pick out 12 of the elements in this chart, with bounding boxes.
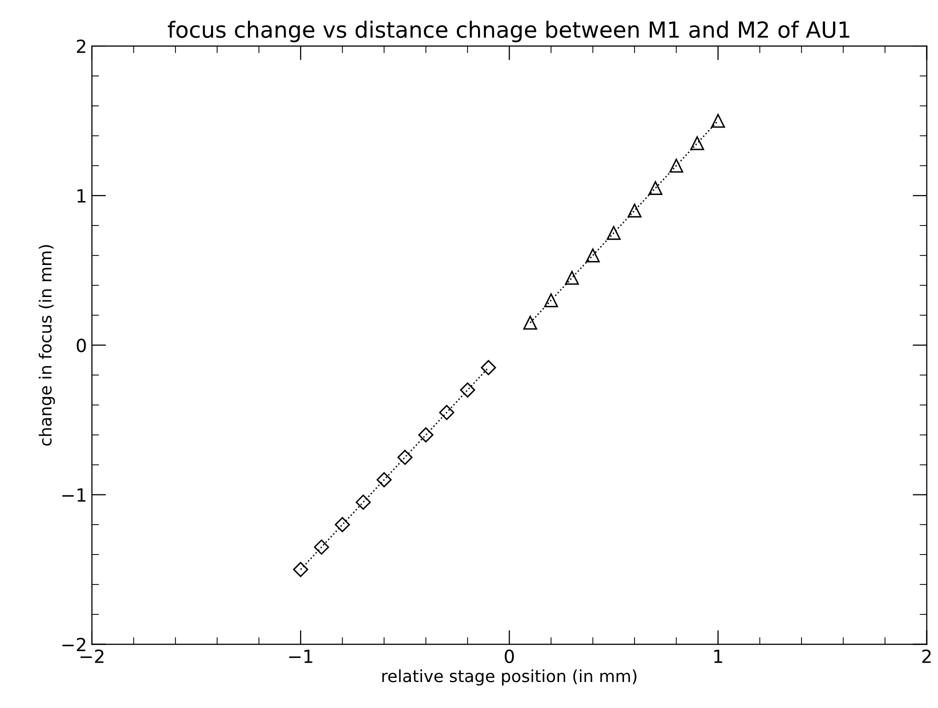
x-tick-label: 0: [504, 649, 514, 664]
y-tick-label: −2: [62, 638, 86, 652]
y-tick-label: 1: [78, 189, 86, 202]
y-axis-title: change in focus (in mm): [38, 245, 55, 446]
y-tick-label: −1: [62, 488, 86, 502]
x-tick-label: 2: [922, 649, 931, 663]
y-tick-label: 2: [76, 39, 86, 53]
y-tick-label: 0: [76, 338, 86, 352]
x-tick-label: −1: [289, 650, 312, 663]
chart-title: focus change vs distance chnage between M1 and M2 of AU1: [168, 20, 850, 42]
x-tick-label: 1: [714, 650, 722, 663]
x-axis-title: relative stage position (in mm): [382, 669, 636, 686]
